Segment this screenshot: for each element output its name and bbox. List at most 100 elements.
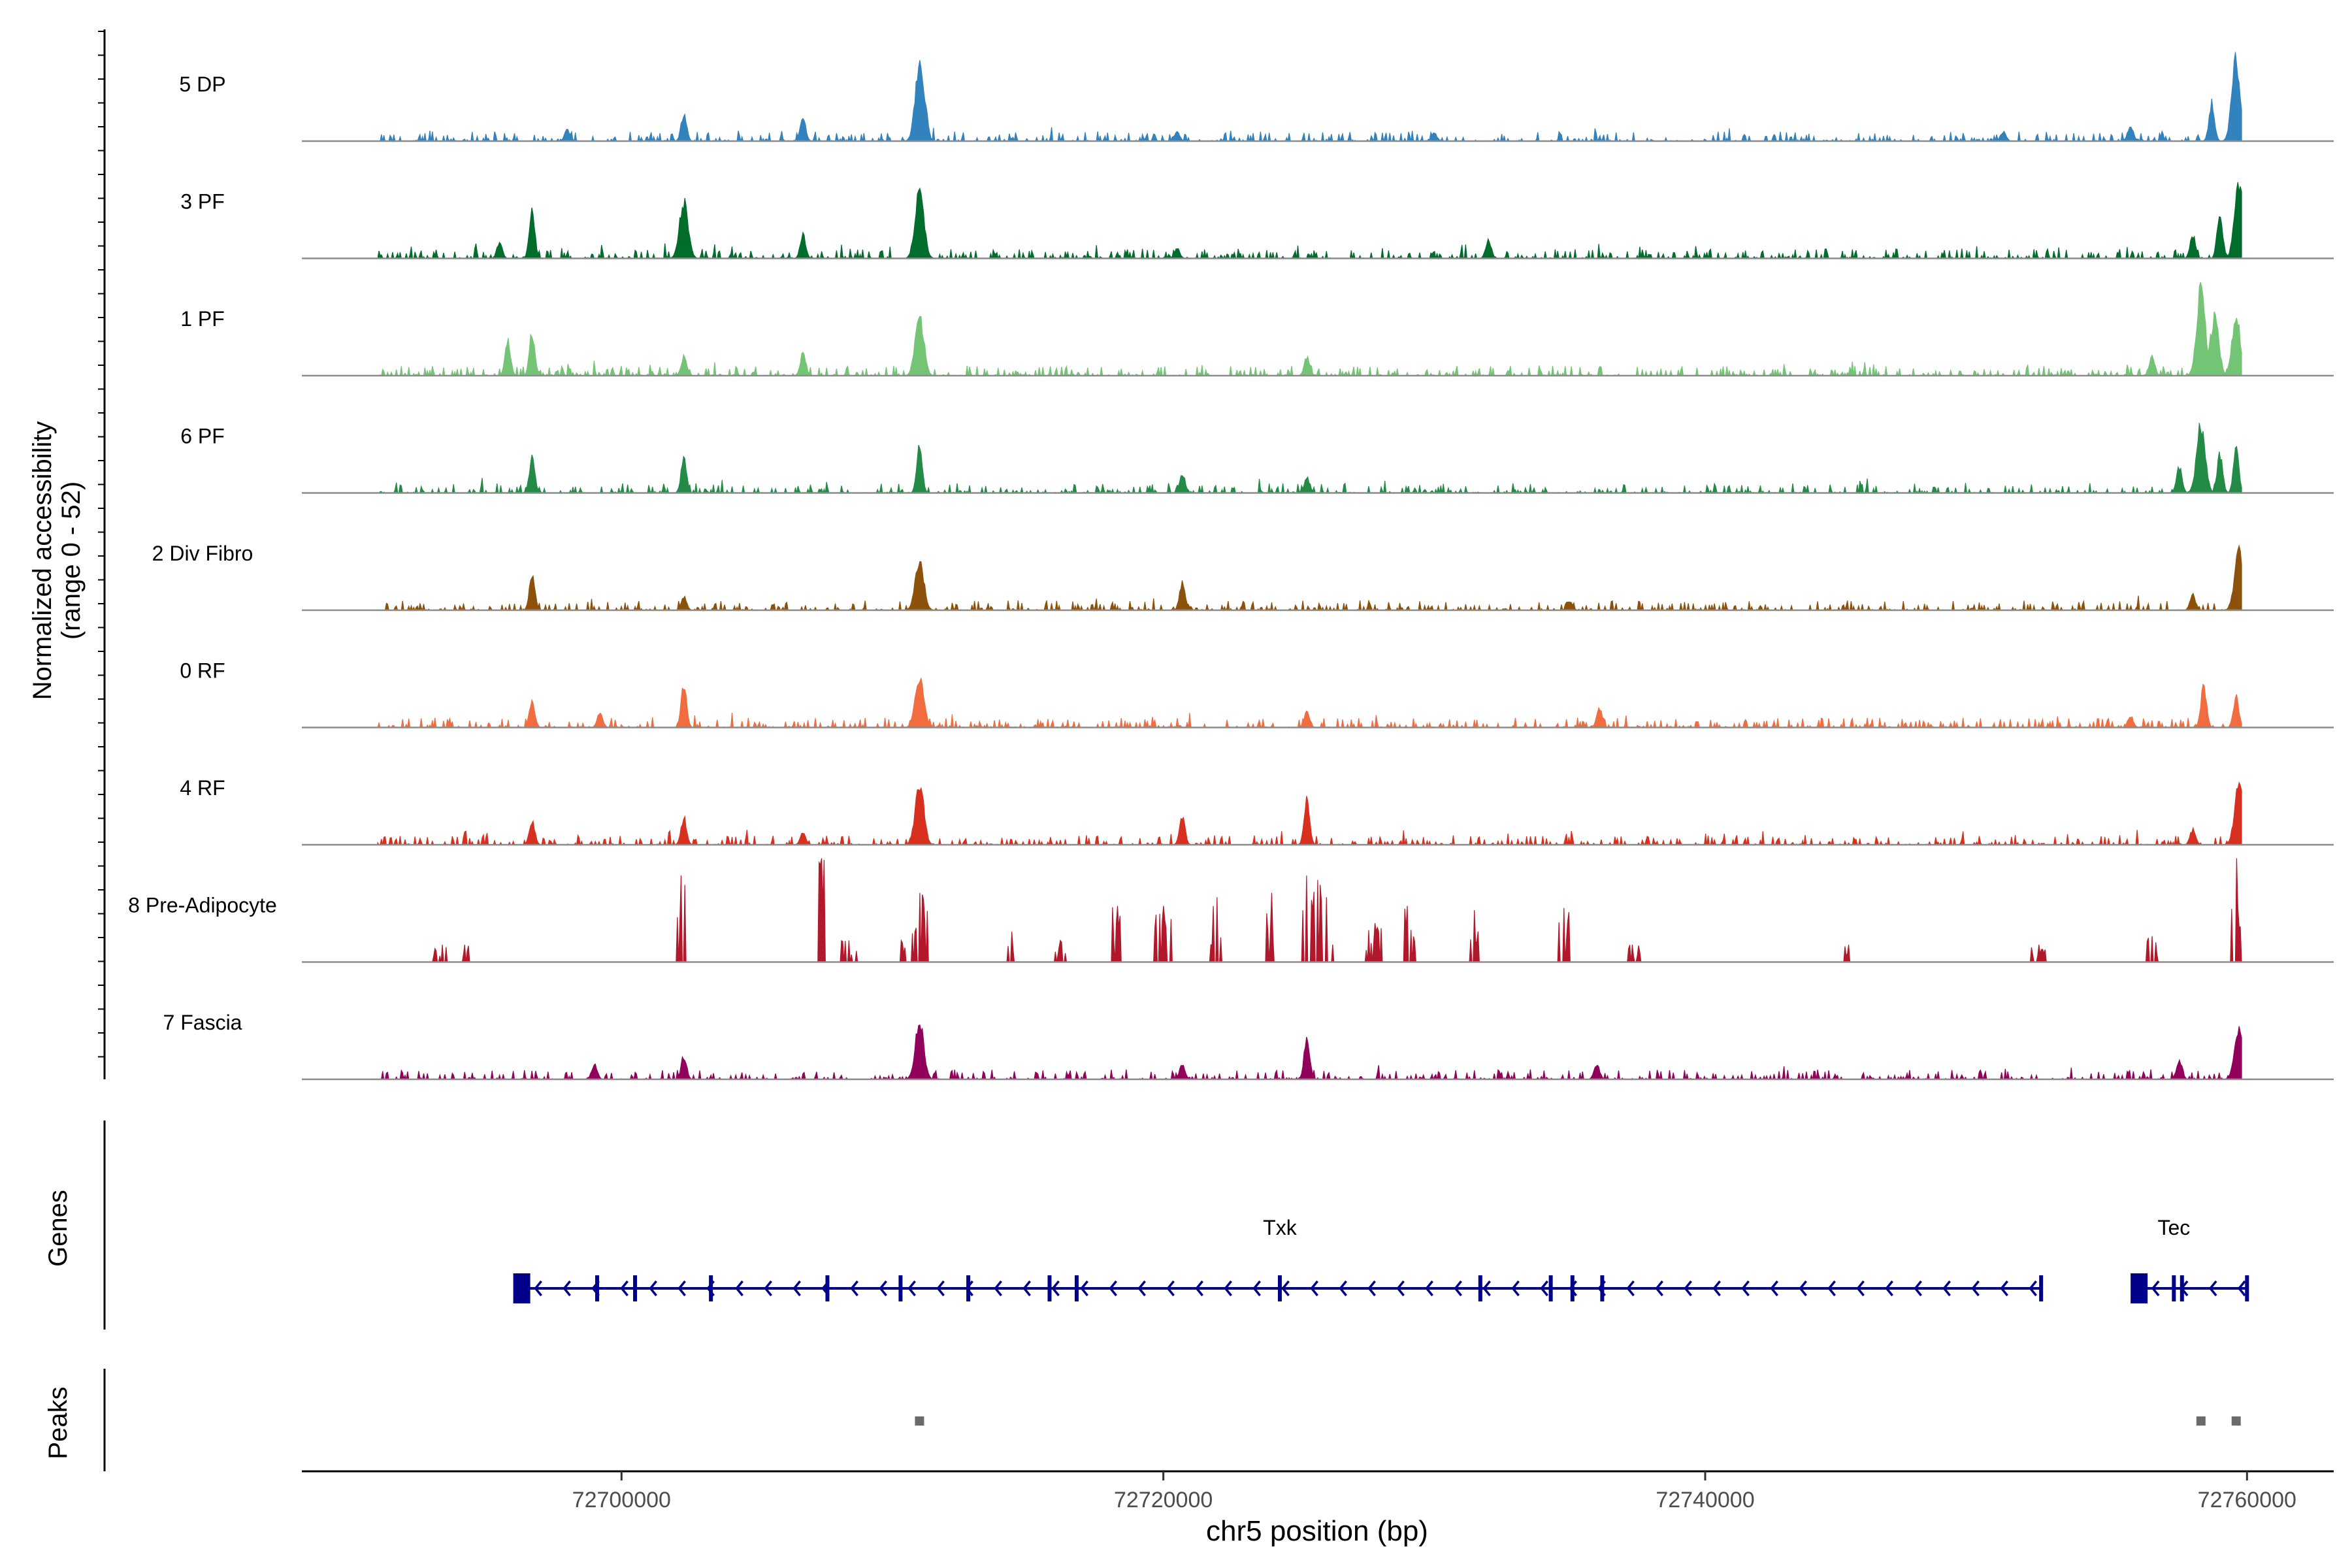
strand-arrow (649, 1280, 657, 1297)
exon (2039, 1275, 2044, 1301)
strand-arrow (1885, 1280, 1893, 1297)
strand-arrow (1224, 1280, 1232, 1297)
coverage-area (377, 182, 2242, 260)
coverage-area (378, 423, 2242, 495)
strand-arrow (1367, 1280, 1376, 1297)
track-1-pf: 1 PF (180, 282, 2334, 378)
exon (2180, 1275, 2184, 1301)
strand-arrow (1770, 1280, 1778, 1297)
strand-arrow (1396, 1280, 1405, 1297)
peak-mark (2231, 1416, 2241, 1426)
exon (825, 1275, 830, 1301)
coverage-area (378, 52, 2242, 143)
exon (2131, 1273, 2148, 1303)
track-5-dp: 5 DP (179, 52, 2334, 143)
strand-arrow (1741, 1280, 1750, 1297)
strand-arrow (1540, 1280, 1548, 1297)
strand-arrow (1166, 1280, 1175, 1297)
coverage-area (378, 282, 2242, 378)
track-label: 8 Pre-Adipocyte (128, 894, 277, 917)
strand-arrow (879, 1280, 887, 1297)
strand-arrow (620, 1280, 629, 1297)
exon (633, 1275, 638, 1301)
strand-arrow (850, 1280, 858, 1297)
x-tick-label: 72700000 (572, 1488, 671, 1512)
strand-arrow (1137, 1280, 1146, 1297)
strand-arrow (936, 1280, 945, 1297)
coverage-tracks: 5 DP 3 PF 1 PF 6 PF 2 Div Fibro 0 RF 4 RF 8 Pre… (128, 52, 2334, 1081)
strand-arrow (2000, 1280, 2008, 1297)
exon (1600, 1275, 1605, 1301)
strand-arrow (1971, 1280, 1980, 1297)
peaks-axis-label: Peaks (44, 1386, 73, 1459)
strand-arrow (1022, 1280, 1031, 1297)
strand-arrow (1051, 1280, 1060, 1297)
exon (1277, 1275, 1282, 1301)
strand-arrow (735, 1280, 743, 1297)
track-8-pre-adipocyte: 8 Pre-Adipocyte (128, 858, 2334, 963)
strand-arrow (1195, 1280, 1203, 1297)
strand-arrow (764, 1280, 772, 1297)
strand-arrow (678, 1280, 686, 1297)
gene-txk: Txk (513, 1216, 2044, 1303)
exon (1074, 1275, 1079, 1301)
strand-arrow (534, 1280, 542, 1297)
y-axis-label: Normalized accessibility (28, 421, 57, 700)
axes: 72700000 72720000 72740000 72760000 (98, 29, 2334, 1512)
exon (2172, 1275, 2176, 1301)
strand-arrow (1281, 1280, 1290, 1297)
peaks-track (915, 1416, 2241, 1426)
track-6-pf: 6 PF (180, 423, 2334, 495)
peak-mark (915, 1416, 924, 1426)
x-axis-label: chr5 position (bp) (1206, 1515, 1428, 1547)
strand-arrow (1080, 1280, 1088, 1297)
track-label: 3 PF (180, 190, 225, 214)
coverage-area (378, 1024, 2242, 1081)
exon (513, 1273, 531, 1303)
x-tick-label: 72720000 (1114, 1488, 1213, 1512)
strand-arrow (1310, 1280, 1318, 1297)
gene-tec: Tec (2131, 1216, 2249, 1303)
exon (2245, 1275, 2249, 1301)
coverage-area (378, 544, 2242, 612)
strand-arrow (1454, 1280, 1462, 1297)
exon (1548, 1275, 1553, 1301)
strand-arrow (1856, 1280, 1865, 1297)
strand-arrow (2029, 1280, 2037, 1297)
peak-mark (2196, 1416, 2206, 1426)
strand-arrow (1914, 1280, 1922, 1297)
genes-axis-label: Genes (44, 1190, 73, 1267)
exon (898, 1275, 903, 1301)
strand-arrow (1712, 1280, 1721, 1297)
strand-arrow (792, 1280, 801, 1297)
coverage-area (377, 781, 2242, 847)
track-label: 7 Fascia (163, 1011, 242, 1034)
strand-arrow (1942, 1280, 1951, 1297)
exon (709, 1275, 713, 1301)
gene-label: Tec (2157, 1216, 2190, 1239)
x-tick-label: 72740000 (1656, 1488, 1754, 1512)
gene-label: Txk (1263, 1216, 1298, 1239)
exon (1478, 1275, 1482, 1301)
strand-arrow (1482, 1280, 1491, 1297)
strand-arrow (2237, 1280, 2246, 1297)
strand-arrow (563, 1280, 571, 1297)
exon (595, 1275, 599, 1301)
genes-track: Txk Tec (513, 1216, 2249, 1303)
x-tick-label: 72760000 (2198, 1488, 2296, 1512)
coverage-area (377, 677, 2242, 729)
strand-arrow (994, 1280, 1002, 1297)
strand-arrow (1109, 1280, 1117, 1297)
strand-arrow (1425, 1280, 1433, 1297)
strand-arrow (907, 1280, 916, 1297)
exon (1570, 1275, 1575, 1301)
strand-arrow (2151, 1280, 2160, 1297)
track-3-pf: 3 PF (180, 182, 2334, 260)
track-label: 1 PF (180, 307, 225, 331)
track-4-rf: 4 RF (180, 776, 2334, 847)
strand-arrow (1684, 1280, 1692, 1297)
exon (1047, 1275, 1052, 1301)
track-label: 0 RF (180, 659, 225, 683)
track-label: 2 Div Fibro (152, 542, 253, 565)
